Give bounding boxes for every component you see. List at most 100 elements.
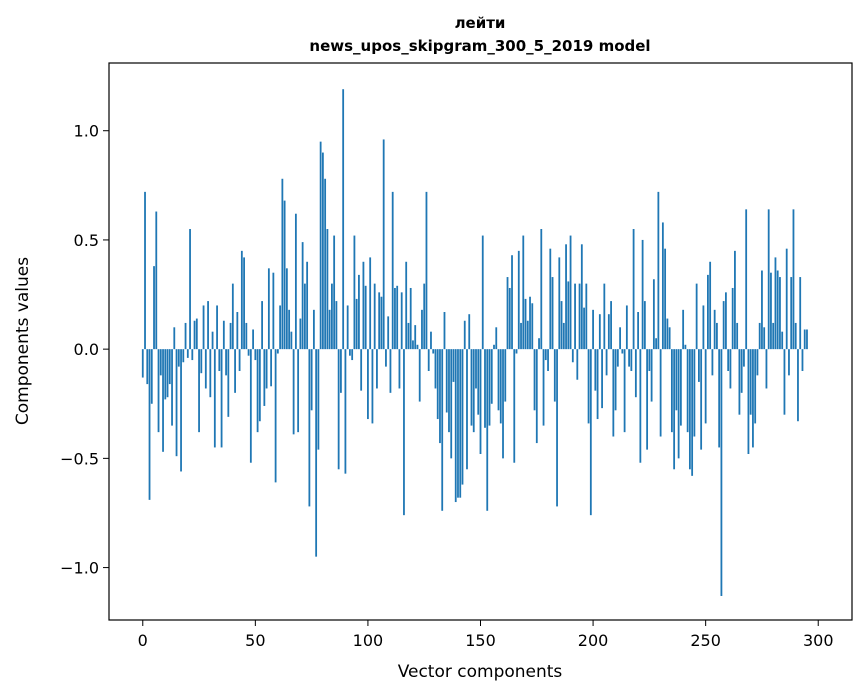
bar-277 xyxy=(765,349,768,389)
bar-15 xyxy=(175,349,178,457)
bar-170 xyxy=(524,298,527,350)
bar-274 xyxy=(758,322,761,350)
bar-248 xyxy=(700,349,703,450)
bar-245 xyxy=(693,349,696,437)
bar-239 xyxy=(679,349,682,426)
bar-232 xyxy=(664,248,667,350)
bar-166 xyxy=(515,349,518,354)
bar-102 xyxy=(371,349,374,424)
bar-240 xyxy=(682,309,685,350)
bar-237 xyxy=(675,349,678,411)
bar-67 xyxy=(292,349,295,435)
bar-66 xyxy=(290,331,293,350)
bar-199 xyxy=(589,349,592,516)
bar-45 xyxy=(243,257,245,350)
bar-259 xyxy=(725,292,727,350)
bar-61 xyxy=(279,305,282,350)
bar-103 xyxy=(373,283,376,350)
bar-143 xyxy=(463,320,466,350)
bar-189 xyxy=(567,281,570,350)
bar-110 xyxy=(389,349,392,393)
bar-129 xyxy=(432,349,435,354)
bar-283 xyxy=(779,277,781,350)
bar-256 xyxy=(718,349,721,448)
bar-287 xyxy=(788,349,790,376)
bar-154 xyxy=(488,349,491,426)
bar-221 xyxy=(639,349,642,463)
bar-151 xyxy=(481,235,484,350)
bar-62 xyxy=(281,178,284,350)
bar-148 xyxy=(475,349,477,389)
bar-57 xyxy=(270,349,273,387)
bar-37 xyxy=(225,349,227,376)
bar-7 xyxy=(157,349,160,433)
bar-9 xyxy=(162,349,164,452)
bar-222 xyxy=(641,239,644,350)
bar-83 xyxy=(328,309,331,350)
bar-164 xyxy=(511,255,513,350)
bar-153 xyxy=(486,349,489,511)
bar-226 xyxy=(650,349,653,402)
bar-171 xyxy=(526,320,529,350)
bar-96 xyxy=(358,274,360,350)
bar-165 xyxy=(513,349,516,463)
bar-132 xyxy=(439,349,441,444)
bar-236 xyxy=(673,349,676,470)
bar-98 xyxy=(362,261,365,350)
bar-109 xyxy=(387,316,390,350)
bar-94 xyxy=(353,235,356,350)
bar-4 xyxy=(150,349,153,404)
y-tick-label-3: 0.5 xyxy=(74,231,99,250)
bar-32 xyxy=(213,349,216,448)
bar-229 xyxy=(657,191,660,350)
bar-6 xyxy=(155,211,158,350)
bar-219 xyxy=(634,349,637,398)
bar-5 xyxy=(153,266,155,350)
bar-243 xyxy=(688,349,691,470)
bar-149 xyxy=(477,349,480,415)
bar-235 xyxy=(670,349,673,433)
bar-16 xyxy=(177,349,180,367)
bar-127 xyxy=(427,349,430,371)
bar-271 xyxy=(752,349,754,448)
bar-180 xyxy=(547,349,549,371)
bar-254 xyxy=(713,309,716,350)
bar-107 xyxy=(382,139,385,350)
bar-123 xyxy=(418,349,421,402)
bar-140 xyxy=(457,349,459,498)
bar-255 xyxy=(716,322,718,350)
y-axis-label: Components values xyxy=(13,257,33,425)
bar-51 xyxy=(256,349,259,433)
bar-111 xyxy=(391,191,394,350)
bar-270 xyxy=(749,349,752,415)
bar-182 xyxy=(551,277,554,350)
bar-282 xyxy=(776,270,779,350)
bar-279 xyxy=(770,272,772,350)
bar-193 xyxy=(576,349,579,380)
bar-150 xyxy=(479,349,482,454)
bar-2 xyxy=(146,349,149,385)
bar-73 xyxy=(306,261,309,350)
bar-218 xyxy=(632,229,635,350)
bar-40 xyxy=(231,283,234,350)
bar-117 xyxy=(405,261,408,350)
y-tick-label-1: −0.5 xyxy=(60,449,99,468)
bar-26 xyxy=(200,349,203,374)
chart-title: лейти xyxy=(455,14,506,32)
bar-72 xyxy=(303,283,306,350)
bar-136 xyxy=(448,349,450,433)
bar-85 xyxy=(333,235,336,350)
bar-275 xyxy=(761,270,763,350)
bar-263 xyxy=(734,250,736,350)
bar-90 xyxy=(344,349,347,474)
bar-238 xyxy=(677,349,680,459)
bar-262 xyxy=(731,287,734,350)
bar-137 xyxy=(450,349,453,459)
bar-157 xyxy=(495,327,498,350)
bar-100 xyxy=(367,349,369,420)
bar-144 xyxy=(466,349,468,470)
x-ticks-group: 0 50 100 150 200 250 300 xyxy=(138,620,834,650)
bar-121 xyxy=(414,325,417,350)
bar-125 xyxy=(423,283,426,350)
bar-266 xyxy=(740,349,743,393)
